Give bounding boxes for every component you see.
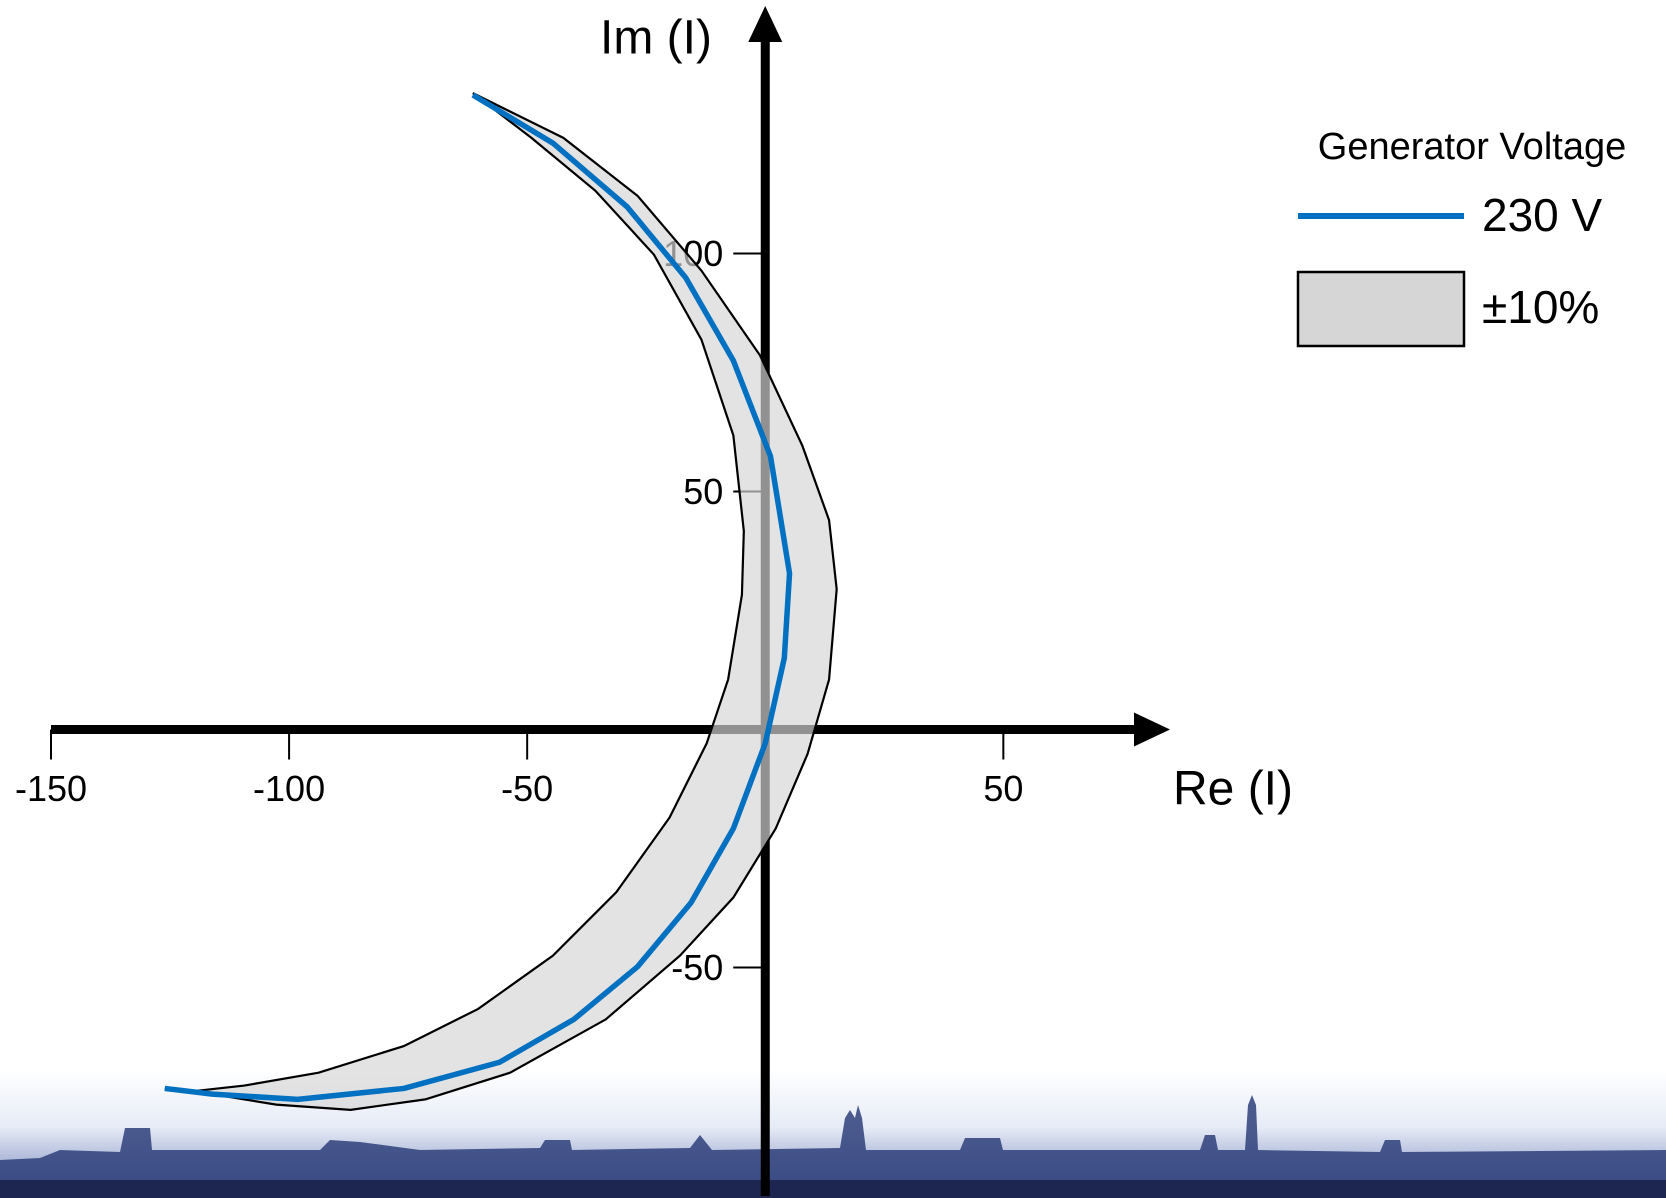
- skyline-background: [0, 1070, 1666, 1198]
- legend: Generator Voltage 230 V ±10%: [1296, 126, 1626, 348]
- legend-title: Generator Voltage: [1318, 126, 1626, 168]
- x-axis-label: Re (I): [1173, 763, 1293, 816]
- x-tick-label: -150: [15, 768, 87, 809]
- tolerance-band: [164, 92, 838, 1111]
- x-axis-arrow: [1134, 712, 1170, 747]
- series-line: [164, 92, 793, 1103]
- y-axis-arrow: [748, 6, 783, 42]
- legend-swatch-band: [1296, 270, 1466, 348]
- x-tick-label: 50: [983, 768, 1023, 809]
- y-tick-label: 50: [683, 471, 723, 512]
- legend-label: 230 V: [1482, 189, 1603, 241]
- y-axis-label: Im (I): [600, 12, 712, 65]
- x-tick-label: -100: [253, 768, 325, 809]
- x-tick-label: -50: [501, 768, 553, 809]
- legend-label: ±10%: [1482, 281, 1599, 333]
